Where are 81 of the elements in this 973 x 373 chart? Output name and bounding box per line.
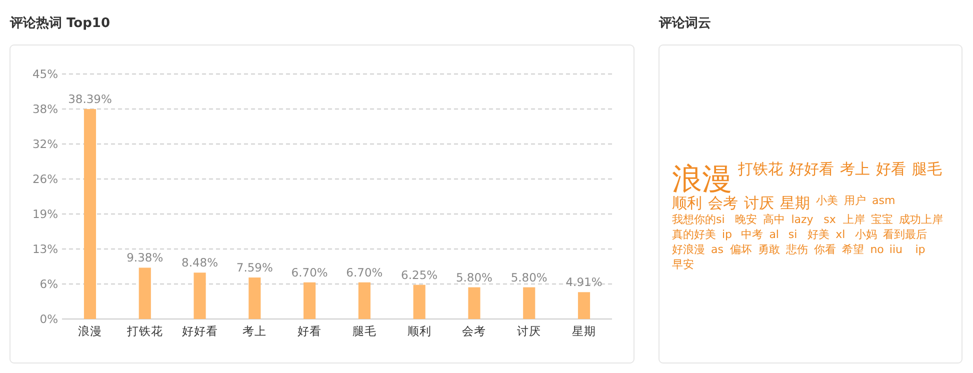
chart-title: 评论热词 Top10 [9, 16, 110, 31]
text: 宝宝 [870, 213, 893, 226]
text: 小美 [816, 194, 838, 207]
data-label: 6.25% [401, 268, 438, 282]
text: 早安 [672, 258, 694, 271]
text: 评论词云 [658, 16, 711, 31]
y-tick-label: 45% [32, 67, 58, 82]
text: 好看 [876, 160, 906, 178]
bar [138, 268, 151, 319]
text: xl [836, 228, 846, 241]
data-label: 5.80% [510, 270, 548, 284]
data-label: 6.70% [291, 265, 328, 280]
x-tick-label: 好看 [298, 324, 322, 338]
bar [84, 109, 96, 319]
text: 好美 [808, 228, 830, 241]
text: ip [722, 228, 732, 241]
text: 你看 [814, 243, 836, 256]
text: 用户 [844, 194, 866, 207]
data-label: 38.39% [68, 92, 112, 106]
x-tick-label: 浪漫 [78, 324, 102, 338]
x-tick-label: 腿毛 [352, 324, 376, 338]
text: 我想你的si [672, 213, 725, 226]
data-label: 6.70% [346, 265, 383, 280]
data-label: 4.91% [566, 275, 602, 290]
x-tick-label: 考上 [242, 324, 267, 338]
text: 中考 [741, 228, 764, 241]
text: 好好看 [789, 160, 834, 178]
x-tick-label: 讨厌 [517, 324, 542, 338]
bar [468, 287, 480, 319]
text: ip [915, 243, 926, 256]
text: si [788, 228, 798, 241]
y-tick-label: 26% [32, 172, 58, 186]
bar [578, 292, 590, 319]
y-tick-label: 6% [40, 277, 58, 292]
y-tick-label: 19% [32, 207, 58, 222]
text: 讨厌 [744, 194, 774, 212]
bar [523, 287, 536, 319]
text: 悲伤 [785, 243, 808, 256]
text: 考上 [840, 160, 870, 178]
text: 高中 [763, 213, 786, 226]
text: 浪漫 [672, 162, 732, 197]
bar [248, 277, 261, 319]
text: 顺利 [672, 194, 702, 212]
bar [304, 282, 316, 319]
text: al [769, 228, 779, 241]
text: 星期 [780, 194, 810, 212]
y-tick-label: 38% [32, 102, 58, 116]
data-label: 7.59% [236, 260, 273, 274]
text: 打铁花 [737, 160, 783, 178]
text: 好浪漫 [672, 243, 705, 256]
text: 希望 [842, 243, 864, 256]
text: iiu [889, 243, 902, 256]
data-label: 9.38% [126, 250, 164, 265]
text: as [711, 243, 724, 256]
bar [194, 272, 206, 319]
text: no [870, 243, 884, 256]
text: 上岸 [842, 213, 865, 226]
text: 晚安 [735, 213, 758, 226]
x-tick-label: 顺利 [407, 324, 432, 338]
x-tick-label: 会考 [462, 324, 486, 338]
text: 看到最后 [882, 228, 927, 241]
y-tick-label: 13% [32, 242, 58, 256]
bar [413, 284, 426, 319]
text: 成功上岸 [898, 213, 943, 226]
y-tick-label: 32% [32, 137, 58, 152]
text: 勇敢 [758, 243, 780, 256]
x-tick-label: 打铁花 [126, 324, 163, 338]
text: 小妈 [854, 228, 877, 241]
data-label: 8.48% [182, 256, 218, 270]
text: 腿毛 [912, 160, 942, 178]
y-tick-label: 0% [40, 312, 58, 326]
text: 会考 [708, 194, 738, 212]
text: sx [824, 213, 836, 226]
bar [358, 282, 370, 319]
text: lazy [791, 213, 814, 226]
text: 真的好美 [672, 228, 716, 241]
text: asm [872, 194, 896, 207]
x-tick-label: 好好看 [182, 324, 218, 338]
x-tick-label: 星期 [572, 324, 596, 338]
text: 偏坏 [730, 243, 752, 256]
data-label: 5.80% [456, 270, 493, 284]
